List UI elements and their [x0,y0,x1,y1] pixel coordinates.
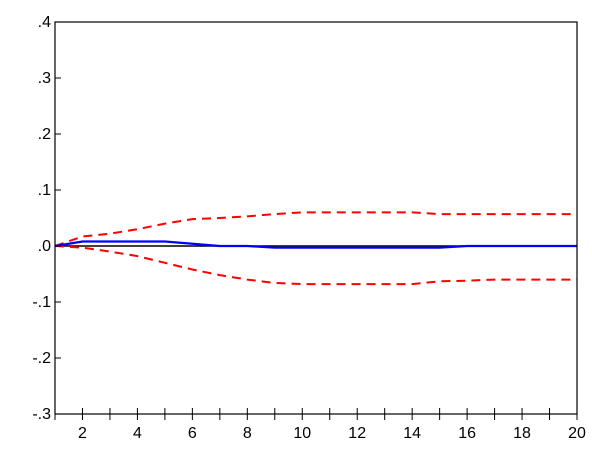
y-tick-label: .3 [38,70,51,87]
x-tick-label: 16 [458,425,476,442]
x-axis: 2 4 6 8 10 12 14 16 18 20 [54,408,586,442]
y-tick-label: -.2 [32,350,51,367]
y-tick-label: -.3 [32,406,51,423]
x-tick-label: 8 [243,425,252,442]
x-tick-label: 18 [513,425,531,442]
x-tick-label: 20 [568,425,586,442]
x-tick-label: 12 [348,425,366,442]
confidence-band-line-1 [54,211,577,247]
y-tick-label: .4 [38,14,51,31]
x-tick-label: 14 [403,425,421,442]
y-tick-label: .2 [38,126,51,143]
x-tick-label: 10 [293,425,311,442]
x-tick-label: 2 [78,425,87,442]
x-tick-label: 6 [188,425,197,442]
series-layer [54,211,577,286]
y-axis: .4 .3 .2 .1 .0 -.1 -.2 -.3 [32,14,61,423]
y-tick-label: .1 [38,182,51,199]
confidence-band-line-2 [54,245,577,286]
x-tick-label: 4 [133,425,142,442]
y-tick-label: -.1 [32,294,51,311]
y-tick-label: .0 [38,238,51,255]
plot-frame [54,21,578,415]
response-line [54,240,577,249]
